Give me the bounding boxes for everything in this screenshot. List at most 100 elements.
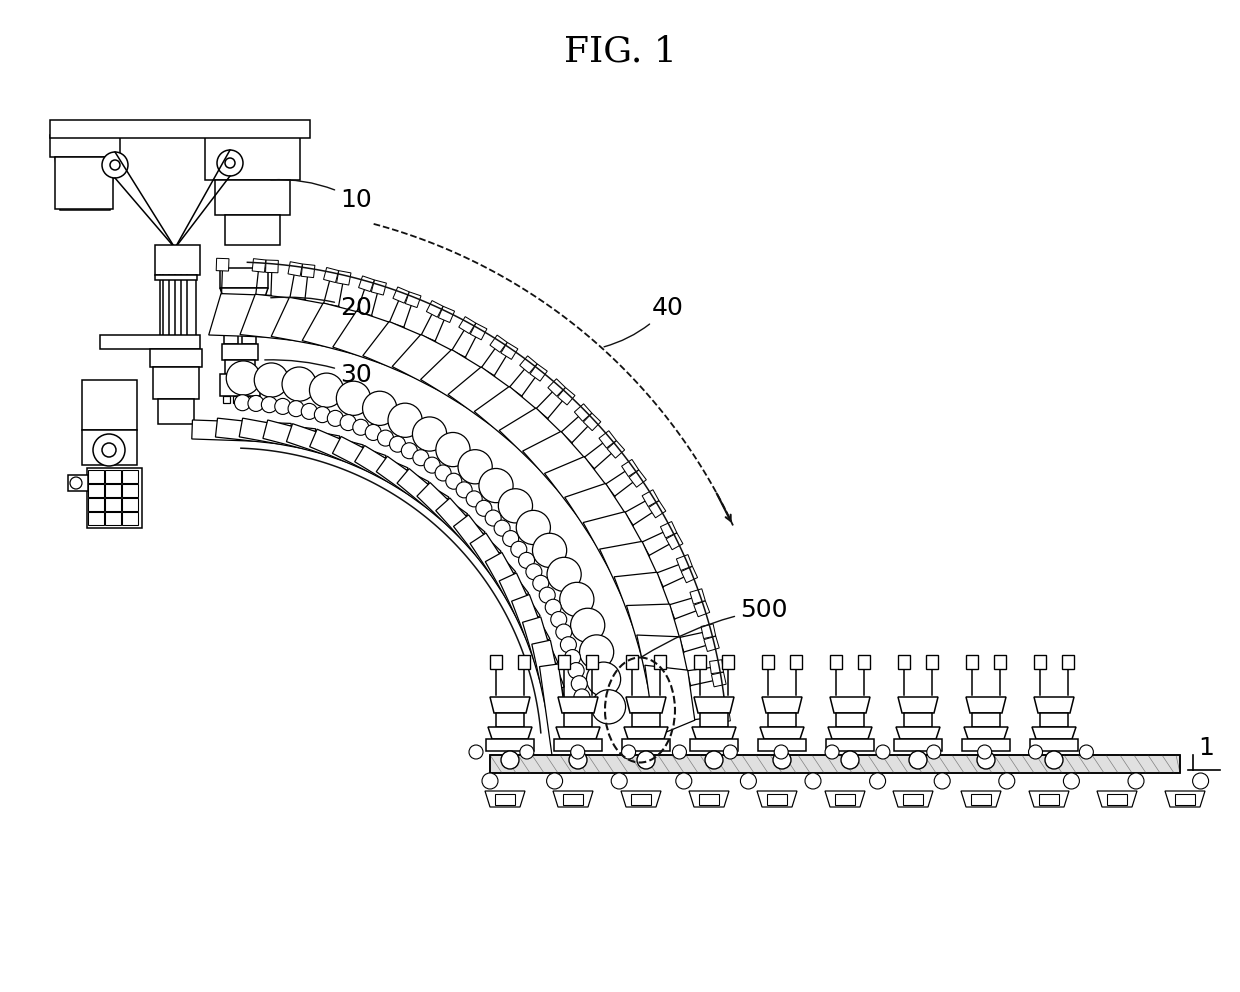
Circle shape — [248, 396, 264, 412]
Polygon shape — [336, 271, 351, 285]
Circle shape — [539, 587, 556, 603]
Text: 1: 1 — [1198, 736, 1214, 760]
Bar — [894, 739, 942, 751]
Bar — [564, 713, 591, 727]
Polygon shape — [626, 604, 684, 675]
Bar — [224, 215, 280, 245]
Bar — [88, 512, 104, 525]
Circle shape — [93, 434, 125, 466]
Circle shape — [977, 751, 994, 769]
Circle shape — [102, 443, 117, 457]
Polygon shape — [600, 542, 663, 615]
Polygon shape — [963, 727, 1008, 739]
Bar — [157, 399, 193, 424]
Circle shape — [672, 745, 687, 759]
Polygon shape — [583, 512, 650, 585]
Circle shape — [275, 399, 290, 415]
Polygon shape — [692, 727, 737, 739]
Polygon shape — [532, 640, 572, 741]
Circle shape — [435, 465, 451, 481]
Bar — [88, 470, 104, 483]
Circle shape — [560, 637, 577, 653]
Polygon shape — [393, 287, 409, 304]
Bar — [966, 655, 978, 669]
Bar — [253, 396, 260, 403]
Polygon shape — [583, 414, 601, 431]
Circle shape — [336, 381, 371, 416]
Bar — [105, 484, 122, 497]
Bar — [898, 655, 910, 669]
Polygon shape — [470, 533, 541, 626]
Circle shape — [479, 468, 513, 503]
Bar — [105, 498, 122, 511]
Polygon shape — [961, 791, 1001, 807]
Polygon shape — [485, 791, 525, 807]
Polygon shape — [539, 664, 572, 765]
Bar — [215, 180, 290, 215]
Circle shape — [825, 745, 839, 759]
Polygon shape — [355, 445, 449, 513]
Circle shape — [637, 751, 655, 769]
Circle shape — [1079, 745, 1094, 759]
Circle shape — [723, 745, 738, 759]
Bar — [100, 335, 200, 349]
Circle shape — [909, 751, 928, 769]
Bar — [153, 367, 198, 399]
Circle shape — [676, 773, 692, 789]
Bar — [490, 655, 502, 669]
Circle shape — [458, 449, 492, 484]
Bar — [518, 655, 529, 669]
Polygon shape — [548, 379, 565, 396]
Circle shape — [476, 500, 492, 516]
Polygon shape — [712, 673, 727, 686]
Circle shape — [572, 676, 588, 691]
Circle shape — [501, 751, 520, 769]
Polygon shape — [485, 553, 549, 648]
Bar — [1039, 794, 1059, 805]
Bar — [232, 318, 258, 332]
Polygon shape — [966, 697, 1006, 713]
Polygon shape — [435, 498, 516, 584]
Polygon shape — [709, 660, 723, 674]
Circle shape — [446, 473, 461, 489]
Circle shape — [998, 773, 1014, 789]
Bar — [486, 739, 534, 751]
Polygon shape — [689, 791, 729, 807]
Circle shape — [570, 745, 585, 759]
Bar — [122, 498, 138, 511]
Circle shape — [577, 702, 591, 718]
Circle shape — [621, 745, 636, 759]
Polygon shape — [358, 276, 374, 292]
Polygon shape — [649, 501, 666, 518]
Bar — [830, 655, 842, 669]
Polygon shape — [637, 635, 691, 705]
Circle shape — [1045, 751, 1063, 769]
Circle shape — [402, 442, 418, 458]
Circle shape — [533, 575, 549, 591]
Bar — [835, 794, 856, 805]
Circle shape — [934, 773, 950, 789]
Circle shape — [556, 624, 572, 640]
Bar — [972, 713, 999, 727]
Polygon shape — [459, 316, 476, 333]
Polygon shape — [427, 301, 443, 317]
Circle shape — [362, 391, 397, 426]
Polygon shape — [828, 727, 872, 739]
Circle shape — [574, 688, 590, 705]
Circle shape — [366, 425, 381, 440]
Polygon shape — [208, 294, 281, 337]
Circle shape — [456, 482, 472, 498]
Bar — [554, 739, 601, 751]
Circle shape — [102, 152, 128, 178]
Polygon shape — [645, 666, 694, 737]
Circle shape — [518, 553, 534, 568]
Circle shape — [388, 403, 422, 437]
Bar — [88, 484, 104, 497]
Polygon shape — [642, 490, 658, 507]
Polygon shape — [608, 440, 625, 458]
Polygon shape — [192, 420, 291, 442]
Bar — [223, 396, 229, 403]
Polygon shape — [301, 264, 315, 278]
Text: 20: 20 — [270, 296, 372, 320]
Bar — [994, 655, 1006, 669]
